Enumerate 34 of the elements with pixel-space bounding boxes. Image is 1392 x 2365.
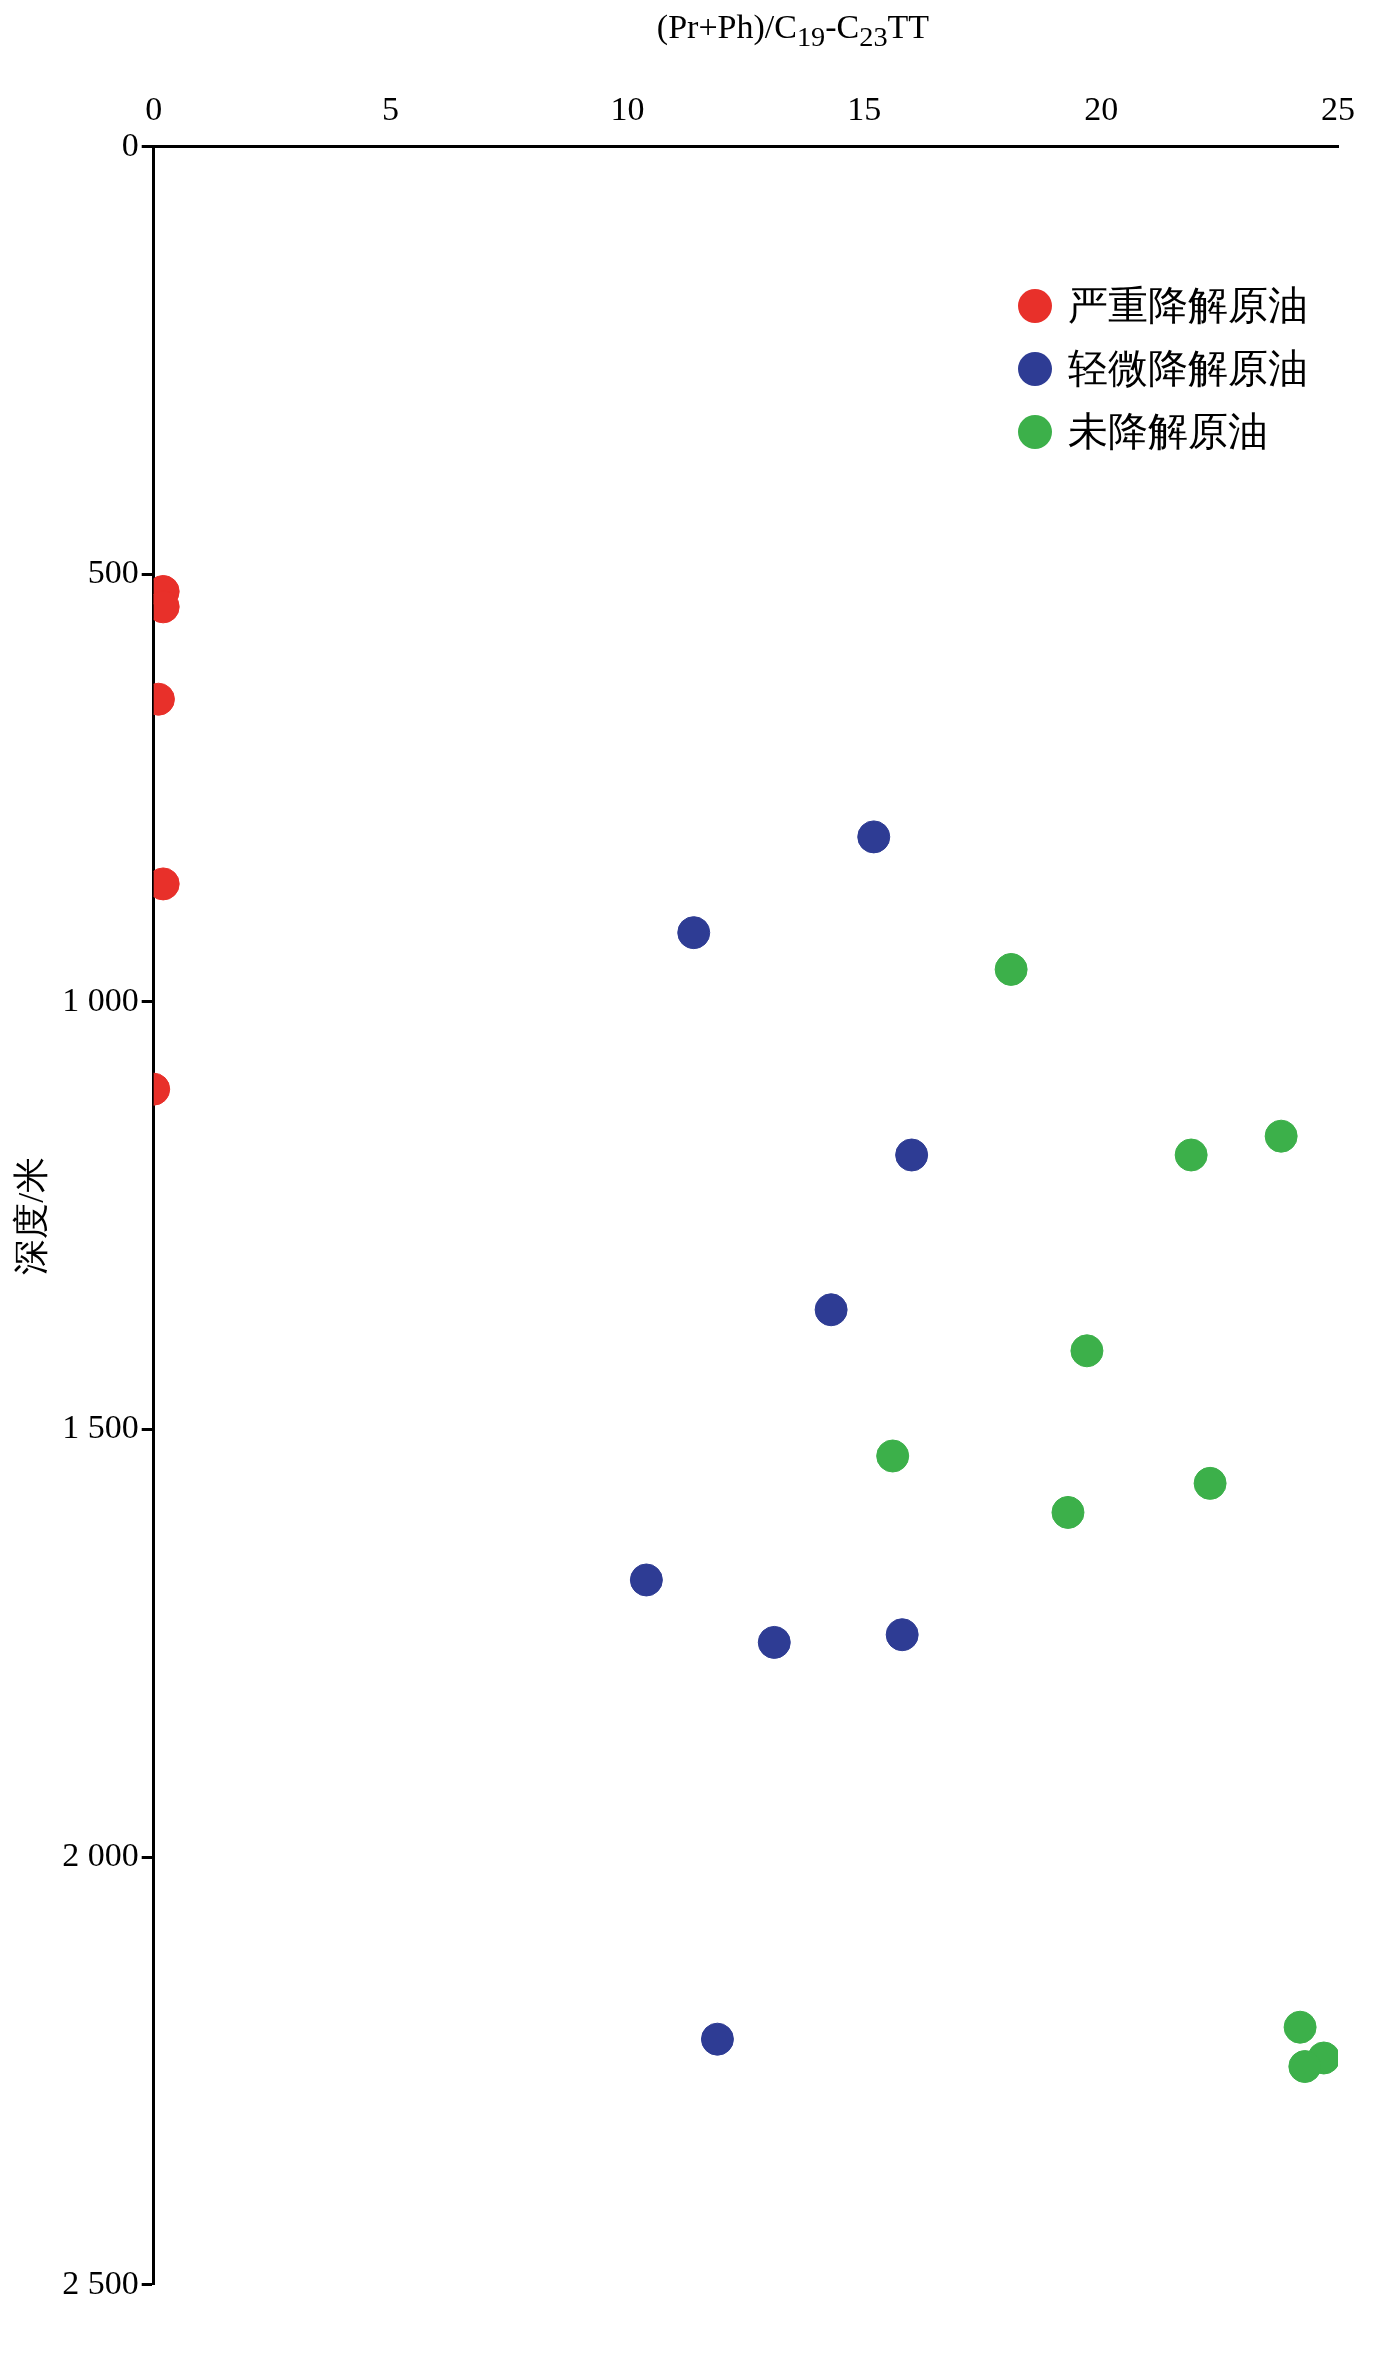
point [1051, 1495, 1085, 1529]
legend-label: 未降解原油 [1068, 408, 1268, 456]
point [1174, 1138, 1208, 1172]
x-tick-label: 5 [382, 90, 400, 128]
point [994, 952, 1028, 986]
y-tick-label: 2 500 [62, 2263, 139, 2301]
point [1264, 1119, 1298, 1153]
y-tick-label: 2 000 [62, 1835, 139, 1873]
point [677, 916, 711, 950]
x-axis-title: (Pr+Ph)/C$_{19}$-C$_{23}$TT [655, 8, 931, 54]
point [814, 1293, 848, 1327]
point [1070, 1334, 1104, 1368]
legend-label: 严重降解原油 [1068, 282, 1308, 330]
x-tick-label: 10 [610, 90, 645, 128]
legend-label: 轻微降解原油 [1068, 345, 1308, 393]
x-tick-label: 15 [847, 90, 882, 128]
x-tick-label: 25 [1321, 90, 1355, 128]
y-tick-label: 1 500 [62, 1408, 139, 1446]
point [857, 820, 891, 854]
x-tick-label: 20 [1084, 90, 1119, 128]
point [757, 1625, 791, 1659]
point [876, 1439, 910, 1473]
y-axis-title: 深度/米 [11, 1156, 52, 1275]
point [1193, 1466, 1227, 1500]
x-tick-label: 0 [145, 90, 163, 128]
point [895, 1138, 929, 1172]
point [1283, 2010, 1317, 2044]
point [629, 1563, 663, 1597]
y-tick-label: 500 [87, 553, 139, 591]
point [885, 1618, 919, 1652]
point [700, 2022, 734, 2056]
y-tick-label: 0 [121, 125, 139, 163]
point [1288, 2050, 1322, 2084]
y-tick-label: 1 000 [62, 980, 139, 1018]
